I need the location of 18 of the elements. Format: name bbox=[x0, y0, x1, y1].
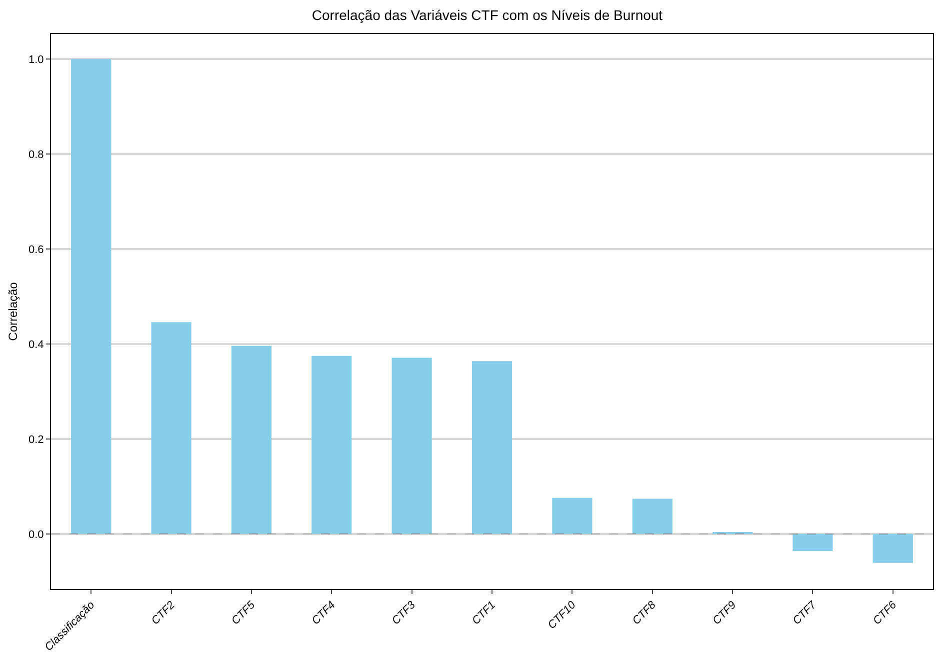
y-tick-label: 0.4 bbox=[28, 338, 44, 351]
chart-title: Correlação das Variáveis CTF com os Níveis de Burnout bbox=[312, 6, 663, 23]
bar bbox=[472, 361, 512, 534]
y-tick-label: 0.0 bbox=[28, 528, 44, 541]
bar bbox=[552, 498, 592, 534]
bar bbox=[231, 346, 272, 534]
bar bbox=[632, 498, 672, 534]
bar bbox=[392, 358, 432, 534]
bar bbox=[71, 59, 112, 534]
bar bbox=[872, 534, 913, 563]
bar bbox=[792, 534, 833, 552]
y-tick-label: 0.6 bbox=[28, 244, 44, 256]
y-axis-title: Correlação bbox=[6, 282, 20, 341]
y-tick-label: 0.8 bbox=[28, 148, 44, 161]
y-tick-label: 1.0 bbox=[28, 54, 44, 66]
y-tick-label: 0.2 bbox=[28, 434, 44, 446]
bar bbox=[151, 322, 192, 534]
bar bbox=[312, 356, 352, 534]
